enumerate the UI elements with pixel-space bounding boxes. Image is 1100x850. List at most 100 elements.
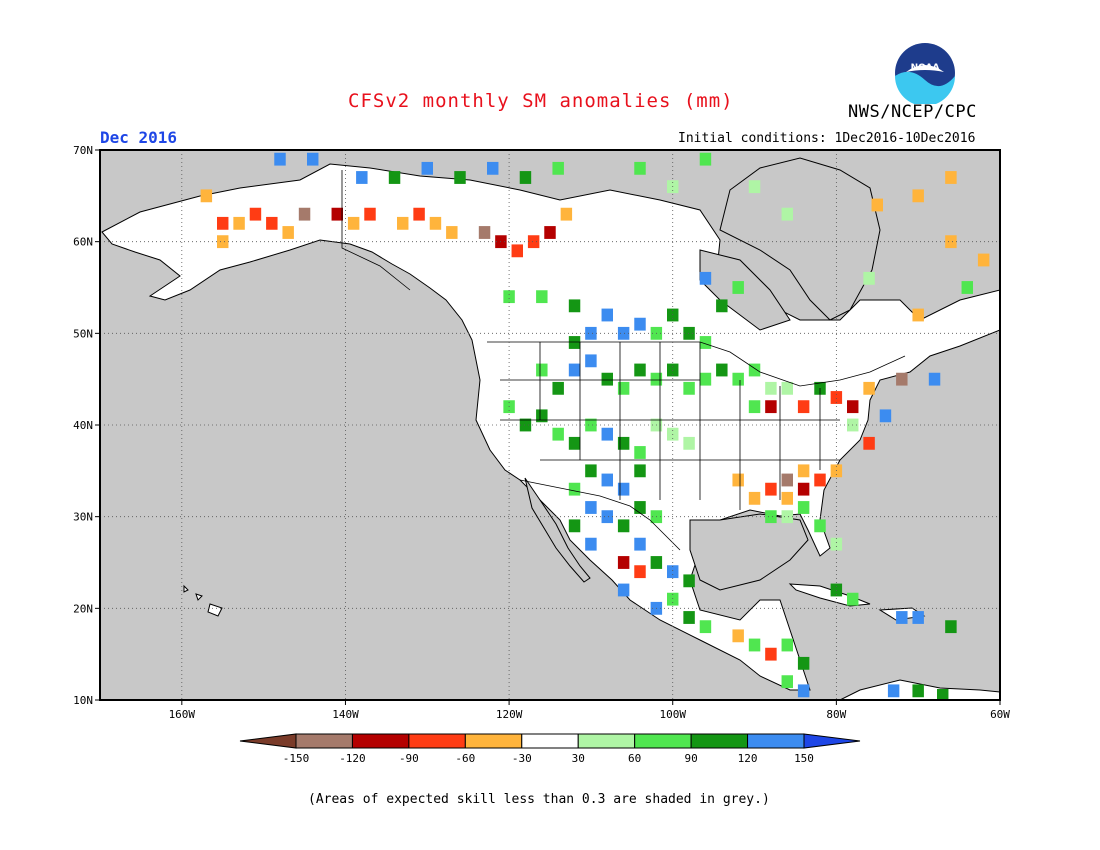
anomaly-cell bbox=[601, 510, 613, 524]
anomaly-cell bbox=[282, 226, 294, 239]
anomaly-cell bbox=[781, 473, 793, 487]
lat-tick-label: 70N bbox=[73, 144, 93, 157]
anomaly-cell bbox=[699, 271, 712, 285]
anomaly-cell bbox=[937, 689, 949, 700]
anomaly-cell bbox=[601, 473, 613, 487]
anomaly-cell bbox=[397, 216, 409, 230]
anomaly-cell bbox=[601, 308, 613, 322]
anomaly-cell bbox=[634, 317, 646, 331]
anomaly-cell bbox=[421, 161, 433, 175]
anomaly-cell bbox=[797, 501, 810, 514]
anomaly-cell bbox=[765, 510, 777, 524]
anomaly-cell bbox=[667, 565, 679, 579]
anomaly-cell bbox=[781, 675, 793, 689]
anomaly-cell bbox=[887, 684, 900, 698]
anomaly-cell bbox=[977, 253, 990, 267]
anomaly-cell bbox=[552, 161, 564, 175]
lat-tick-label: 30N bbox=[73, 511, 93, 524]
anomaly-cell bbox=[748, 400, 761, 414]
anomaly-cell bbox=[364, 207, 376, 221]
anomaly-cell bbox=[585, 326, 597, 340]
us-mexico-border bbox=[519, 479, 681, 551]
anomaly-cell bbox=[617, 436, 630, 450]
anomaly-cell bbox=[585, 537, 597, 551]
anomaly-cell bbox=[568, 436, 581, 450]
baja-peninsula bbox=[524, 477, 591, 583]
latitude-ticks: 70N 60N 50N 40N 30N 20N 10N bbox=[73, 144, 100, 707]
anomaly-cell bbox=[912, 308, 924, 322]
anomaly-cell bbox=[912, 189, 924, 203]
anomaly-cell bbox=[617, 556, 630, 569]
anomaly-cell bbox=[601, 372, 613, 386]
anomaly-cell bbox=[388, 171, 401, 184]
anomaly-cell bbox=[356, 171, 368, 184]
anomaly-cell bbox=[478, 226, 491, 239]
anomaly-cell bbox=[634, 565, 646, 579]
anomaly-cell bbox=[683, 326, 695, 340]
anomaly-cell bbox=[945, 620, 957, 634]
lon-tick-label: 160W bbox=[169, 708, 196, 721]
anomaly-cell bbox=[536, 409, 548, 423]
anomaly-cell bbox=[266, 216, 278, 230]
anomaly-cell bbox=[683, 611, 695, 624]
anomaly-cell bbox=[928, 372, 941, 386]
anomaly-cell bbox=[217, 216, 229, 230]
gulf-of-mexico bbox=[689, 513, 809, 591]
anomaly-cell bbox=[617, 583, 630, 597]
anomaly-cell bbox=[487, 161, 499, 175]
anomaly-cell bbox=[568, 336, 581, 349]
anomaly-cell bbox=[716, 299, 728, 313]
anomaly-cell bbox=[585, 464, 597, 478]
anomaly-cell bbox=[912, 611, 924, 624]
anomaly-cell bbox=[298, 207, 311, 221]
anomaly-cell bbox=[896, 372, 908, 386]
lat-tick-label: 20N bbox=[73, 602, 93, 615]
anomaly-cell bbox=[617, 381, 630, 395]
lat-tick-label: 10N bbox=[73, 694, 93, 707]
anomaly-cell bbox=[797, 400, 810, 414]
anomaly-cell bbox=[683, 436, 695, 450]
anomaly-cell bbox=[847, 400, 859, 414]
anomaly-cell bbox=[896, 611, 908, 624]
anomaly-cell bbox=[863, 436, 875, 450]
lon-tick-label: 60W bbox=[990, 708, 1010, 721]
anomaly-cell bbox=[307, 152, 319, 166]
anomaly-cell bbox=[830, 391, 843, 404]
us-canada-border bbox=[487, 341, 906, 387]
anomaly-cell bbox=[413, 207, 425, 221]
anomaly-cell bbox=[429, 216, 442, 230]
anomaly-cell bbox=[634, 464, 646, 478]
anomaly-cell bbox=[568, 519, 581, 533]
anomaly-cell bbox=[650, 372, 663, 386]
anomaly-cell bbox=[732, 372, 744, 386]
anomaly-cell bbox=[568, 363, 581, 377]
lon-tick-label: 100W bbox=[659, 708, 686, 721]
lon-tick-label: 120W bbox=[496, 708, 523, 721]
anomaly-cell bbox=[765, 647, 777, 661]
anomaly-cell bbox=[634, 537, 646, 551]
anomaly-cell bbox=[748, 491, 761, 505]
anomaly-cell bbox=[765, 482, 777, 496]
greenland bbox=[719, 157, 881, 321]
lon-tick-label: 80W bbox=[826, 708, 846, 721]
anomaly-cell bbox=[331, 207, 343, 221]
anomaly-cell bbox=[847, 592, 859, 606]
anomaly-cell bbox=[585, 354, 597, 368]
anomaly-cell bbox=[274, 152, 286, 166]
lon-tick-label: 140W bbox=[332, 708, 359, 721]
noaa-logo-icon: NOAA bbox=[895, 43, 955, 104]
noaa-logo-text: NOAA bbox=[911, 63, 940, 73]
anomaly-cell bbox=[233, 216, 245, 230]
anomaly-cell bbox=[797, 656, 810, 670]
anomaly-cell bbox=[797, 482, 810, 496]
anomaly-cell bbox=[765, 400, 777, 414]
anomaly-cell bbox=[617, 482, 630, 496]
anomaly-cell bbox=[797, 464, 810, 478]
anomaly-cell bbox=[634, 446, 646, 459]
longitude-ticks: 160W 140W 120W 100W 80W 60W bbox=[169, 700, 1010, 721]
anomaly-cell bbox=[748, 638, 761, 652]
anomaly-cell bbox=[683, 574, 695, 588]
anomaly-cell bbox=[634, 501, 646, 514]
anomaly-cell bbox=[732, 473, 744, 487]
lat-tick-label: 40N bbox=[73, 419, 93, 432]
